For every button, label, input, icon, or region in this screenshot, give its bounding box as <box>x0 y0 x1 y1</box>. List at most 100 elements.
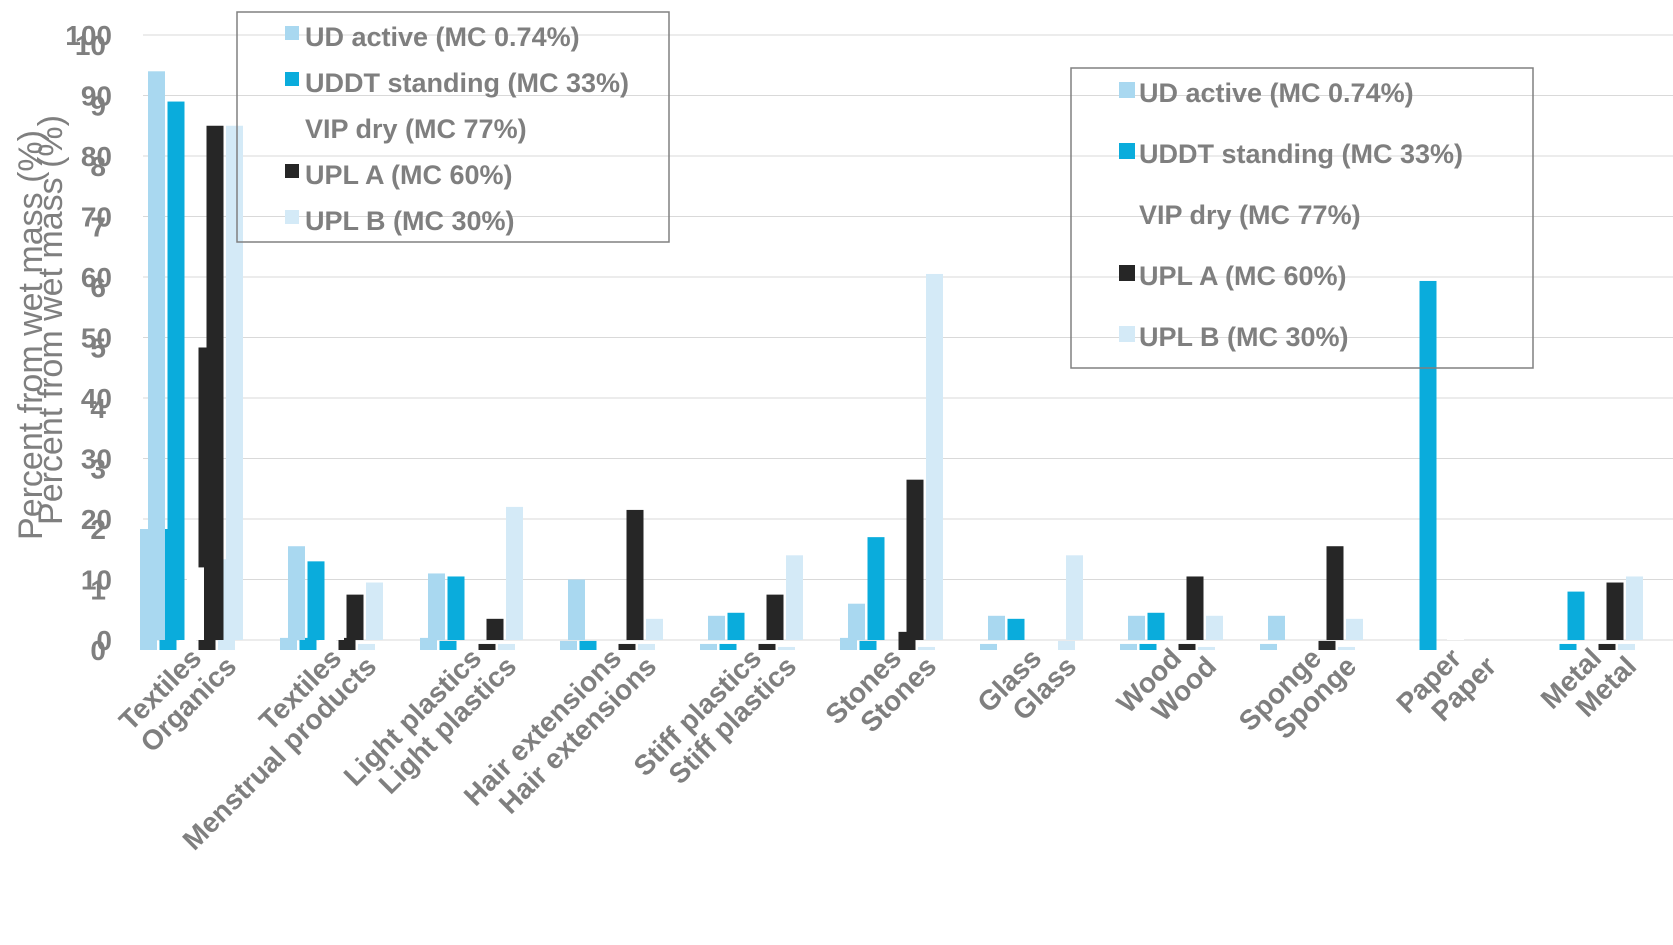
primary-bar <box>1268 615 1285 640</box>
y-tick-label-secondary: 7 <box>90 212 106 243</box>
primary-bar <box>486 618 504 640</box>
secondary-bar <box>1318 640 1336 650</box>
primary-bar <box>1206 615 1223 640</box>
y-tick-label: 10 <box>81 565 112 596</box>
legend-secondary-swatch <box>1119 82 1135 98</box>
secondary-bar <box>918 646 935 650</box>
secondary-bar <box>638 643 655 650</box>
primary-bar <box>926 273 943 640</box>
secondary-bar <box>1618 643 1635 650</box>
y-tick-label-secondary: 0 <box>90 635 106 666</box>
secondary-bar <box>579 640 597 650</box>
secondary-bar <box>1120 643 1137 650</box>
y-tick-label: 0 <box>96 625 112 656</box>
secondary-bar <box>758 643 776 650</box>
primary-bar <box>786 555 803 640</box>
legend-primary-label: UPL B (MC 30%) <box>305 206 515 236</box>
y-tick-label: 100 <box>65 20 112 51</box>
primary-bar <box>327 621 344 640</box>
primary-bar <box>766 594 784 640</box>
primary-bar <box>1128 615 1145 640</box>
secondary-bar <box>840 637 857 650</box>
legend-primary-swatch <box>285 210 299 224</box>
primary-bar <box>1567 591 1585 640</box>
secondary-bar <box>358 643 375 650</box>
secondary-bar <box>1338 646 1355 650</box>
secondary-bar <box>1198 646 1215 650</box>
secondary-bar <box>1058 640 1075 650</box>
legend-primary-label: UDDT standing (MC 33%) <box>305 68 629 98</box>
primary-bar <box>1606 582 1624 640</box>
primary-bar <box>848 603 865 640</box>
legend-secondary <box>1070 67 1534 369</box>
primary-bar <box>568 579 585 640</box>
legend-secondary-label: UPL B (MC 30%) <box>1139 322 1349 352</box>
secondary-bar <box>420 637 437 650</box>
legend-secondary-label: UD active (MC 0.74%) <box>1139 78 1414 108</box>
primary-bar <box>506 506 523 640</box>
primary-bar <box>1626 576 1643 640</box>
primary-bar <box>447 576 465 640</box>
secondary-bar <box>1178 643 1196 650</box>
secondary-bar <box>719 643 737 650</box>
legend-secondary-label: VIP dry (MC 77%) <box>1139 200 1361 230</box>
primary-bar <box>1066 555 1083 640</box>
primary-bar <box>626 509 644 640</box>
y-tick-label: 60 <box>81 262 112 293</box>
primary-bar <box>727 612 745 640</box>
y-tick-label-secondary: 2 <box>90 514 106 545</box>
y-tick-label-secondary: 10 <box>75 30 106 61</box>
legend-primary-label: UD active (MC 0.74%) <box>305 22 580 52</box>
y-tick-label-secondary: 5 <box>90 333 106 364</box>
primary-bar <box>148 71 165 641</box>
legend-secondary-label: UPL A (MC 60%) <box>1139 261 1347 291</box>
y-tick-label-secondary: 9 <box>90 91 106 122</box>
y-axis-title-secondary: Percent from wet mass (%) <box>32 115 70 525</box>
secondary-bar <box>498 643 515 650</box>
legend-secondary-swatch <box>1119 326 1135 342</box>
secondary-bar <box>1598 643 1616 650</box>
legend-primary-label: VIP dry (MC 77%) <box>305 114 527 144</box>
primary-bar <box>988 615 1005 640</box>
secondary-bar <box>1419 280 1437 650</box>
y-tick-label: 20 <box>81 504 112 535</box>
primary-bar <box>1326 546 1344 640</box>
primary-bar <box>428 573 445 640</box>
y-tick-label-secondary: 4 <box>90 393 106 424</box>
primary-bar <box>867 537 885 640</box>
y-tick-label: 80 <box>81 141 112 172</box>
y-tick-label-secondary: 1 <box>90 575 106 606</box>
secondary-bar <box>980 643 997 650</box>
secondary-bar <box>859 640 877 650</box>
y-tick-label: 70 <box>81 202 112 233</box>
primary-bar <box>346 594 364 640</box>
secondary-bar <box>280 637 297 650</box>
legend-secondary-swatch <box>1119 265 1135 281</box>
y-tick-label: 90 <box>81 81 112 112</box>
secondary-bar <box>700 643 717 650</box>
primary-bar <box>226 125 243 640</box>
primary-bar <box>1186 576 1204 640</box>
primary-bar <box>288 546 305 640</box>
legend-secondary-swatch <box>1119 143 1135 159</box>
y-tick-label-secondary: 6 <box>90 272 106 303</box>
secondary-bar <box>778 646 795 650</box>
secondary-bar <box>560 640 577 650</box>
secondary-bar <box>618 643 636 650</box>
secondary-bar <box>1139 643 1157 650</box>
primary-bar <box>646 618 663 640</box>
secondary-bar <box>1559 643 1577 650</box>
y-tick-label-secondary: 8 <box>90 151 106 182</box>
primary-bar <box>1007 618 1025 640</box>
secondary-bar <box>338 637 356 650</box>
primary-bar <box>906 479 924 640</box>
primary-bar <box>1447 615 1464 640</box>
legend-primary-label: UPL A (MC 60%) <box>305 160 513 190</box>
primary-bar <box>167 101 185 641</box>
secondary-bar <box>1260 643 1277 650</box>
primary-bar <box>366 582 383 640</box>
primary-bar <box>307 561 325 640</box>
primary-bar <box>206 125 224 640</box>
legend-secondary-label: UDDT standing (MC 33%) <box>1139 139 1463 169</box>
primary-bar <box>187 567 204 640</box>
